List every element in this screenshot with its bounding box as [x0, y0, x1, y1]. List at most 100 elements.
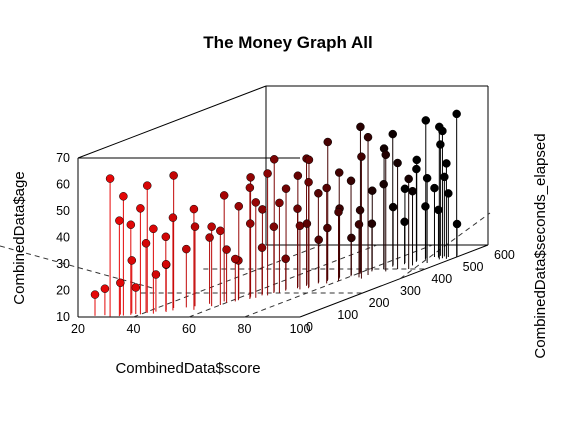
- data-point: [435, 122, 444, 132]
- y-tick-label: 100: [337, 308, 358, 322]
- data-point: [381, 150, 391, 160]
- data-point: [444, 189, 453, 198]
- data-point: [421, 116, 431, 125]
- data-point: [436, 140, 445, 149]
- data-point: [234, 202, 244, 211]
- data-point: [404, 174, 413, 184]
- y-tick-label: 500: [463, 260, 484, 274]
- data-point: [368, 186, 377, 195]
- data-point: [323, 223, 332, 233]
- data-point: [356, 122, 365, 132]
- data-point: [293, 204, 302, 213]
- data-point: [115, 216, 124, 225]
- z-axis-label: CombinedData$age: [11, 171, 28, 304]
- data-point: [251, 198, 261, 207]
- data-point: [388, 202, 398, 212]
- data-point: [269, 222, 279, 231]
- x-axis-label: CombinedData$score: [115, 360, 260, 377]
- data-point: [322, 183, 331, 193]
- data-point: [388, 129, 397, 139]
- data-point: [379, 179, 388, 189]
- data-point: [293, 171, 303, 180]
- data-point: [131, 283, 141, 292]
- z-tick-label: 30: [56, 257, 70, 271]
- data-point: [412, 164, 421, 174]
- z-tick-label: 50: [56, 204, 70, 218]
- data-point: [412, 155, 421, 165]
- z-tick-label: 60: [56, 178, 70, 192]
- z-tick-label: 10: [56, 310, 70, 324]
- data-point: [169, 171, 178, 180]
- data-point: [295, 221, 305, 231]
- data-point: [434, 205, 443, 215]
- data-point: [219, 191, 229, 200]
- data-point: [421, 202, 430, 211]
- data-point: [314, 189, 323, 198]
- y-tick-label: 300: [400, 284, 421, 298]
- data-point: [393, 158, 402, 168]
- z-tick-label: 20: [56, 284, 70, 298]
- data-point: [314, 235, 323, 245]
- data-point: [126, 220, 136, 229]
- data-point: [245, 219, 255, 228]
- grid-line: [188, 244, 378, 318]
- data-point: [190, 222, 200, 231]
- x-tick-label: 40: [127, 322, 141, 336]
- data-point: [231, 254, 240, 264]
- data-point: [161, 260, 171, 269]
- y-tick-label: 400: [431, 272, 452, 286]
- data-point: [357, 152, 366, 161]
- data-point: [257, 243, 267, 252]
- data-point: [205, 233, 214, 242]
- y-axis-label: CombinedData$seconds_elapsed: [532, 133, 549, 358]
- data-point: [263, 169, 272, 178]
- data-point: [334, 168, 344, 177]
- chart-title: The Money Graph All: [203, 33, 372, 52]
- data-point: [151, 270, 161, 279]
- data-point: [216, 226, 225, 236]
- data-point: [222, 245, 231, 254]
- data-point: [105, 174, 115, 183]
- drop-lines: [94, 113, 458, 317]
- data-point: [304, 155, 314, 165]
- grid-line: [399, 212, 491, 280]
- data-point: [281, 184, 291, 193]
- z-tick-label: 40: [56, 231, 70, 245]
- data-point: [161, 232, 171, 242]
- y-tick-label: 0: [306, 320, 313, 334]
- data-point: [119, 192, 128, 201]
- data-point: [168, 213, 178, 222]
- data-point: [367, 219, 377, 228]
- y-tick-label: 200: [369, 296, 390, 310]
- data-point: [207, 222, 216, 231]
- data-point: [400, 184, 410, 194]
- grid-line: [133, 244, 322, 318]
- x-tick-label: 60: [182, 322, 196, 336]
- data-point: [442, 159, 451, 168]
- data-point: [189, 204, 199, 214]
- data-point: [430, 183, 439, 193]
- data-point: [182, 244, 191, 254]
- data-point: [141, 239, 151, 248]
- data-point: [354, 220, 364, 229]
- data-point: [136, 204, 145, 213]
- box-edge: [77, 85, 267, 159]
- data-points: [90, 109, 462, 299]
- data-point: [149, 224, 158, 234]
- data-point: [452, 109, 461, 119]
- data-point: [258, 205, 267, 214]
- data-point: [422, 173, 432, 183]
- x-tick-label: 80: [238, 322, 252, 336]
- data-point: [116, 278, 125, 288]
- data-point: [281, 254, 290, 264]
- data-point: [347, 233, 356, 243]
- z-tick-label: 70: [56, 151, 70, 165]
- data-point: [127, 256, 137, 265]
- data-point: [275, 198, 284, 208]
- tick-labels: 20 40 60 80 10010203040506070010020030040050…: [56, 151, 515, 336]
- data-point: [408, 186, 417, 196]
- data-point: [355, 205, 365, 215]
- x-tick-label: 20: [71, 322, 85, 336]
- data-point: [245, 183, 255, 192]
